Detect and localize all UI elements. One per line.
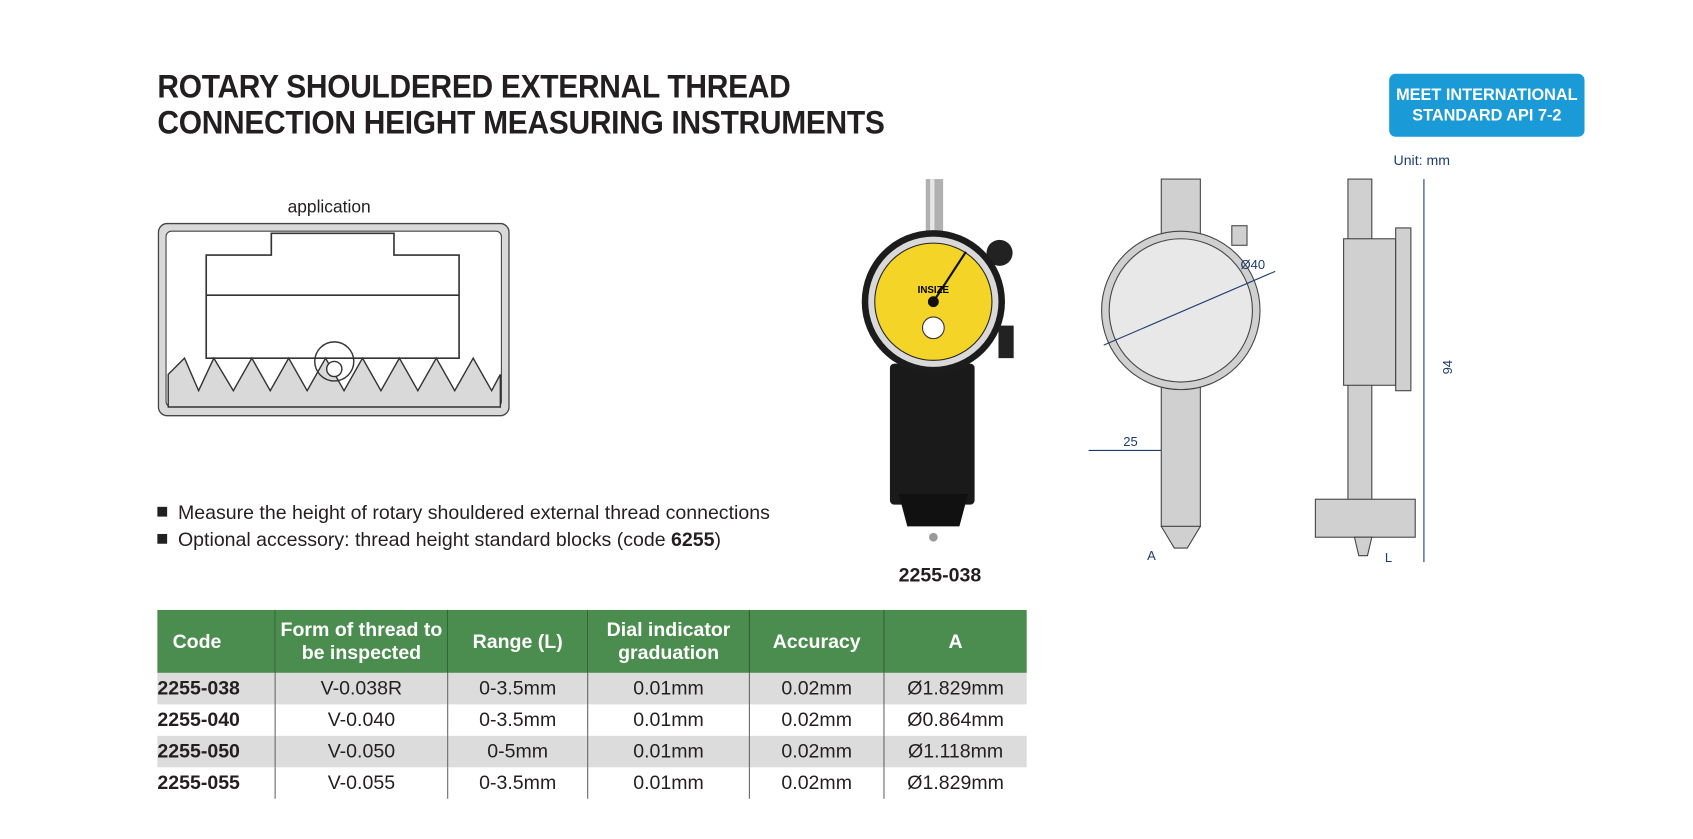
table-cell: 0.01mm (587, 767, 750, 799)
table-cell: 2255-055 (157, 771, 240, 794)
table-cell: 2255-050 (157, 735, 276, 768)
spec-table: Code Form of thread to be inspected Rang… (157, 609, 1027, 799)
table-cell: 0-5mm (447, 735, 588, 768)
table-cell: 0.02mm (748, 735, 884, 768)
standard-badge: MEET INTERNATIONAL STANDARD API 7-2 (1389, 73, 1585, 137)
brand-logo: INSIZE (918, 285, 950, 296)
table-cell: 0-3.5mm (447, 672, 588, 705)
svg-text:94: 94 (1440, 360, 1455, 374)
table-cell: Ø1.829mm (883, 767, 1027, 799)
header-a: A (883, 609, 1027, 673)
table-cell: V-0.055 (274, 767, 448, 799)
header-accuracy: Accuracy (748, 609, 884, 673)
svg-text:25: 25 (1123, 434, 1137, 449)
svg-text:L: L (1385, 550, 1392, 565)
product-caption: 2255-038 (898, 564, 982, 587)
application-label: application (287, 198, 371, 218)
table-cell: Ø0.864mm (883, 704, 1027, 736)
page-title: ROTARY SHOULDERED EXTERNAL THREAD CONNEC… (157, 69, 885, 142)
unit-label: Unit: mm (1393, 151, 1450, 169)
table-row: 2255-055 V-0.055 0-3.5mm 0.01mm 0.02mm Ø1.829… (157, 767, 1027, 799)
table-cell: V-0.040 (274, 704, 448, 736)
side-technical-drawing: 94 L (1314, 178, 1455, 565)
table-cell: 0.02mm (748, 767, 884, 799)
table-cell: 0.01mm (587, 704, 750, 736)
svg-text:Ø40: Ø40 (1240, 257, 1265, 272)
product-photo: INSIZE (861, 179, 1014, 542)
feature-item: Measure the height of rotary shouldered … (157, 499, 770, 526)
table-cell: Ø1.829mm (883, 672, 1027, 705)
header-form: Form of thread to be inspected (274, 609, 448, 673)
feature-item: Optional accessory: thread height standa… (157, 526, 769, 553)
svg-text:A: A (1147, 548, 1156, 563)
table-cell: 0.02mm (748, 672, 884, 705)
table-row: 2255-038 V-0.038R 0-3.5mm 0.01mm 0.02mm Ø1.82… (157, 672, 1027, 705)
table-cell: 0.01mm (587, 735, 750, 768)
table-cell: 0-3.5mm (447, 767, 588, 799)
table-cell: 0-3.5mm (447, 704, 588, 736)
table-cell: 0.02mm (748, 704, 884, 736)
table-cell: V-0.050 (274, 735, 448, 768)
header-code: Code (157, 609, 276, 673)
table-row: 2255-050 V-0.050 0-5mm 0.01mm 0.02mm Ø1.118mm (157, 735, 1027, 768)
feature-list: Measure the height of rotary shouldered … (157, 499, 770, 553)
table-cell: V-0.038R (274, 672, 448, 705)
front-technical-drawing: Ø40 25 A (1088, 178, 1276, 563)
table-cell: Ø1.118mm (883, 735, 1027, 768)
header-graduation: Dial indicator graduation (587, 609, 750, 673)
application-diagram (157, 222, 510, 417)
table-cell: 0.01mm (587, 672, 750, 705)
table-cell: 2255-040 (157, 708, 240, 731)
table-row: 2255-040 V-0.040 0-3.5mm 0.01mm 0.02mm Ø0.864… (157, 704, 1027, 736)
header-range: Range (L) (447, 609, 588, 673)
table-cell: 2255-038 (157, 672, 276, 705)
